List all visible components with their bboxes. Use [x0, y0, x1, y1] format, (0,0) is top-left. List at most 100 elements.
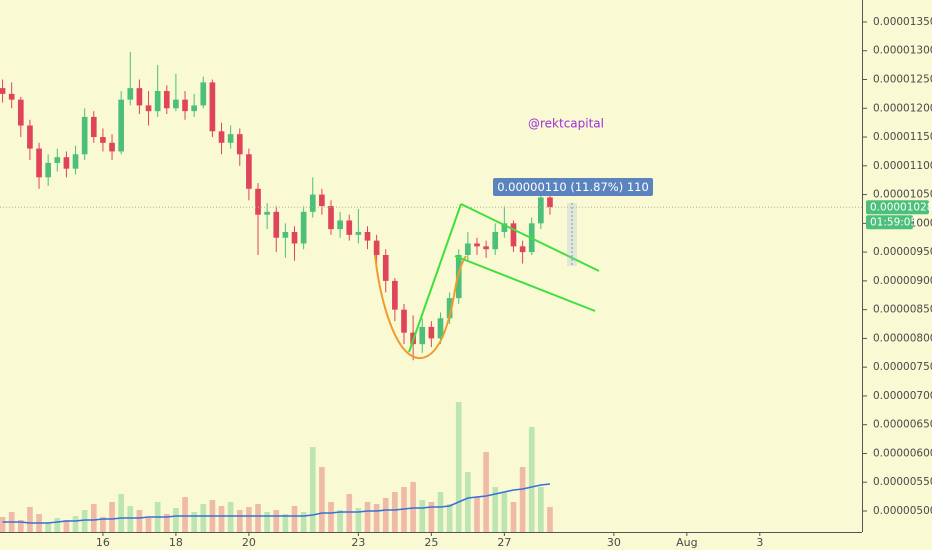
- candle-body: [109, 142, 115, 152]
- candle-body: [200, 82, 207, 106]
- volume-bar: [218, 506, 225, 532]
- volume-bar: [373, 504, 380, 532]
- candle-body: [446, 298, 453, 319]
- candle-body: [63, 157, 70, 169]
- volume-bar: [547, 507, 553, 532]
- candle-body: [501, 223, 508, 232]
- y-tick-label: 0.00000900: [873, 275, 932, 287]
- y-tick-label: 0.00001300: [873, 45, 932, 57]
- candle-body: [364, 231, 371, 241]
- volume-bar: [446, 504, 453, 532]
- volume-bar: [27, 507, 33, 532]
- candle-body: [127, 88, 134, 100]
- volume-bar: [81, 510, 88, 532]
- candle-body: [346, 220, 353, 235]
- volume-bar: [17, 520, 24, 532]
- candle-body: [474, 243, 480, 247]
- candle-body: [118, 99, 124, 152]
- x-tick-label: 3: [756, 536, 763, 549]
- volume-bar: [419, 500, 426, 532]
- candle-body: [145, 105, 152, 112]
- y-tick-label: 0.00000500: [873, 505, 932, 517]
- candle-body: [547, 197, 553, 208]
- candle-body: [492, 231, 499, 250]
- candle-body: [419, 326, 426, 345]
- volume-bar: [337, 510, 343, 532]
- volume-bar: [474, 497, 480, 532]
- volume-bar: [355, 508, 362, 532]
- volume-bar: [364, 502, 371, 532]
- y-tick-label: 0.00000700: [873, 390, 932, 402]
- candle-body: [54, 157, 61, 163]
- volume-bar: [437, 492, 444, 532]
- candle-body: [17, 99, 24, 126]
- y-tick-label: 0.00000750: [873, 361, 932, 373]
- x-tick-label: 25: [424, 536, 438, 549]
- volume-bar: [483, 452, 489, 532]
- measure-label: 0.00000110 (11.87%) 110: [497, 180, 649, 194]
- x-tick-label: 16: [96, 536, 110, 549]
- volume-bar: [492, 487, 499, 532]
- volume-bar: [328, 502, 334, 532]
- candle-body: [173, 99, 179, 109]
- y-tick-label: 0.00001050: [873, 189, 932, 201]
- candle-body: [136, 88, 143, 106]
- y-tick-label: 0.00000850: [873, 304, 932, 316]
- volume-bar: [291, 506, 298, 532]
- measure-range: [567, 203, 577, 266]
- x-tick-label: 20: [242, 536, 256, 549]
- candle-body: [154, 91, 161, 112]
- cup-curve: [374, 254, 467, 360]
- candle-body: [428, 326, 435, 339]
- flag-upper-line: [460, 203, 600, 272]
- flag-pole: [408, 203, 462, 353]
- volume-bar: [382, 498, 389, 532]
- x-tick-label: 18: [169, 536, 183, 549]
- volume-pane: [0, 402, 553, 532]
- candle-body: [465, 243, 471, 255]
- candle-body: [291, 231, 298, 244]
- candle-body: [246, 154, 252, 189]
- candle-body: [319, 194, 325, 207]
- candle-body: [538, 197, 544, 224]
- volume-bar: [173, 508, 179, 532]
- candle-body: [100, 137, 106, 143]
- candle-body: [337, 220, 343, 230]
- y-tick-label: 0.00000650: [873, 419, 932, 431]
- candle-body: [0, 88, 6, 94]
- candle-body: [282, 231, 289, 238]
- volume-bar: [246, 507, 252, 532]
- countdown-label: 01:59:05: [870, 217, 917, 229]
- candle-body: [209, 82, 216, 132]
- watermark-handle: @rektcapital: [528, 117, 604, 131]
- volume-bar: [72, 516, 79, 532]
- candle-body: [191, 105, 197, 112]
- volume-bar: [163, 514, 170, 532]
- volume-bar: [309, 447, 316, 532]
- volume-bar: [227, 502, 234, 532]
- volume-bar: [346, 494, 353, 532]
- candle-body: [382, 254, 389, 281]
- volume-bar: [264, 512, 270, 532]
- y-tick-label: 0.00001350: [873, 16, 932, 28]
- candle-body: [182, 99, 188, 112]
- candle-body: [45, 162, 52, 178]
- x-tick-label: 30: [607, 536, 621, 549]
- candle-body: [72, 154, 79, 169]
- volume-bar: [319, 467, 325, 532]
- volume-bar: [63, 520, 70, 532]
- volume-bar: [90, 504, 97, 532]
- x-tick-label: 27: [497, 536, 511, 549]
- volume-bar: [118, 494, 124, 532]
- candle-body: [8, 93, 15, 100]
- y-tick-label: 0.00001150: [873, 131, 932, 143]
- x-tick-label: Aug: [676, 536, 697, 549]
- candle-body: [264, 211, 270, 215]
- y-tick-label: 0.00001100: [873, 160, 932, 172]
- candle-body: [401, 309, 407, 333]
- volume-bar: [282, 514, 289, 532]
- measure-label-box: [493, 178, 653, 196]
